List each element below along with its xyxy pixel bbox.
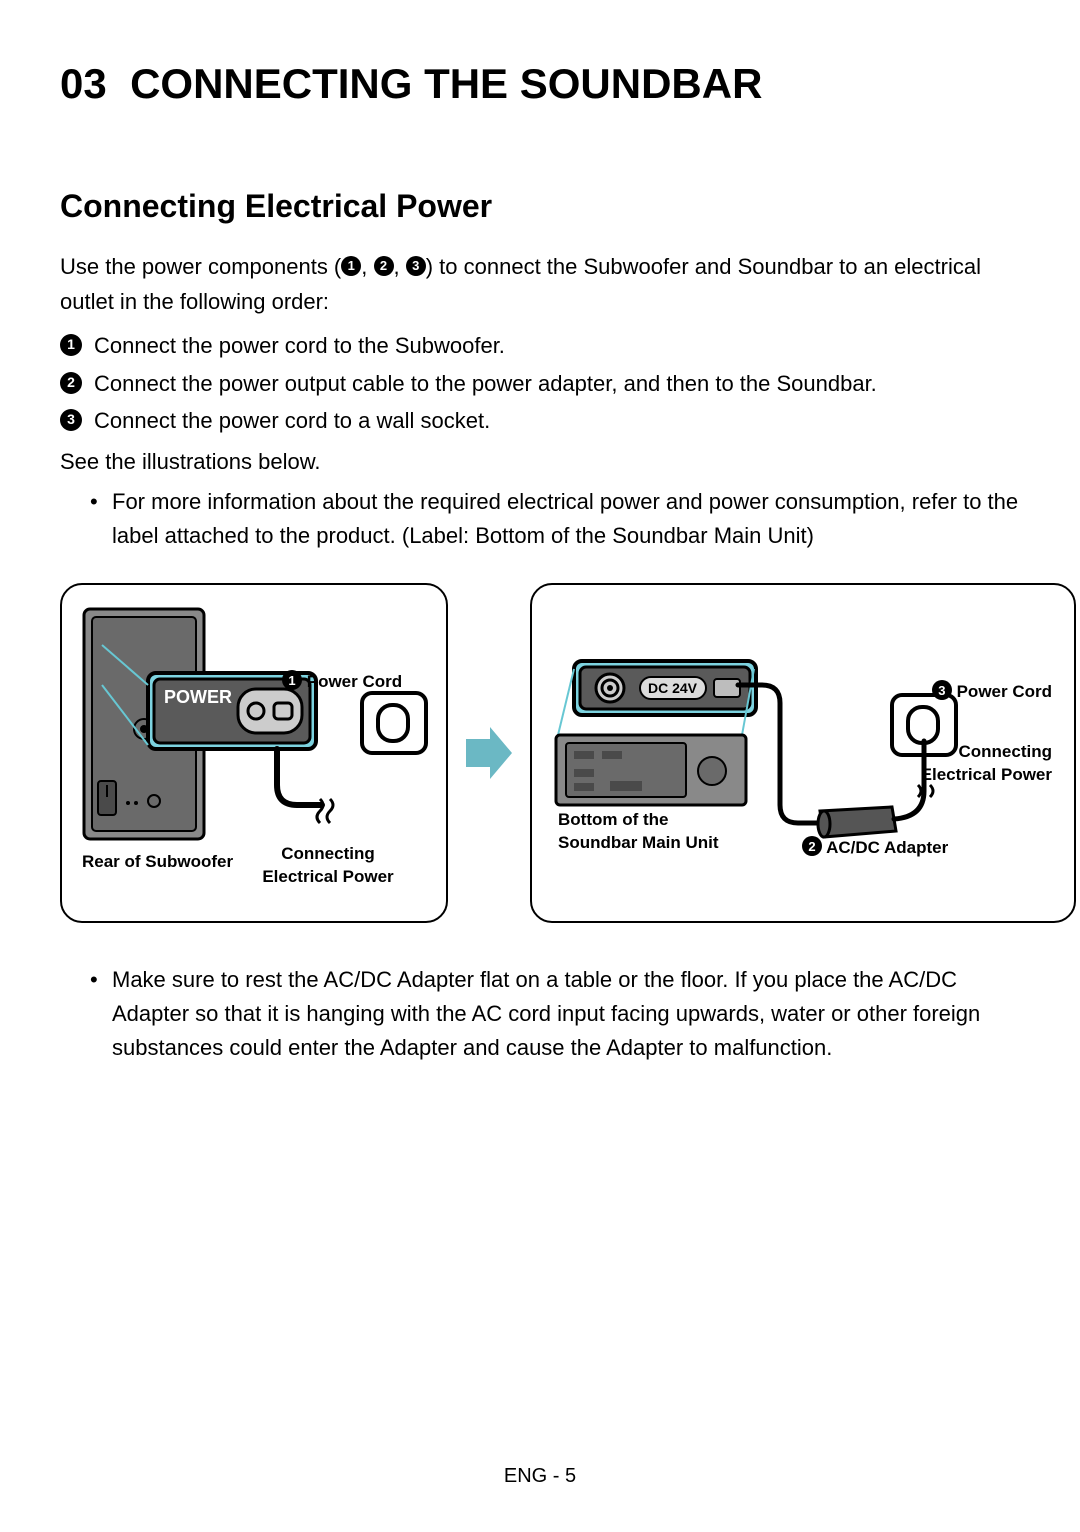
- badge-3-icon: 3: [406, 256, 426, 276]
- callout-1-text: Power Cord: [307, 672, 402, 691]
- badge-2-icon: 2: [802, 836, 822, 856]
- chapter-number: 03: [60, 60, 107, 107]
- steps-list: 1 Connect the power cord to the Subwoofe…: [60, 327, 1020, 439]
- step-item: 1 Connect the power cord to the Subwoofe…: [60, 327, 1020, 364]
- step-item: 2 Connect the power output cable to the …: [60, 365, 1020, 402]
- svg-text:POWER: POWER: [164, 687, 232, 707]
- diagram-panel-subwoofer: POWER 1 Power Cord Rear of Subwoofer Con…: [60, 583, 448, 923]
- connecting-power-label-right: Connecting Electrical Power: [892, 741, 1052, 787]
- step-badge-icon: 2: [60, 372, 82, 394]
- intro-paragraph: Use the power components (1, 2, 3) to co…: [60, 249, 1020, 319]
- step-item: 3 Connect the power cord to a wall socke…: [60, 402, 1020, 439]
- callout-3-text: Power Cord: [957, 682, 1052, 701]
- callout-2-text: AC/DC Adapter: [826, 838, 948, 857]
- step-text: Connect the power cord to the Subwoofer.: [94, 327, 505, 364]
- info-bullet-item: For more information about the required …: [90, 485, 1020, 553]
- chapter-title-text: CONNECTING THE SOUNDBAR: [130, 60, 762, 107]
- chapter-title: 03 CONNECTING THE SOUNDBAR: [60, 60, 1020, 108]
- diagram-row: POWER 1 Power Cord Rear of Subwoofer Con…: [60, 583, 1020, 923]
- diagram-panel-soundbar: DC 24V: [530, 583, 1076, 923]
- callout-1: 1 Power Cord: [282, 671, 402, 694]
- section-title: Connecting Electrical Power: [60, 188, 1020, 225]
- arrow-right-icon: [466, 723, 512, 783]
- see-illustrations-text: See the illustrations below.: [60, 444, 1020, 479]
- callout-2: 2 AC/DC Adapter: [802, 837, 948, 860]
- step-badge-icon: 3: [60, 409, 82, 431]
- caution-bullet-item: Make sure to rest the AC/DC Adapter flat…: [90, 963, 1020, 1065]
- step-text: Connect the power output cable to the po…: [94, 365, 877, 402]
- svg-text:DC 24V: DC 24V: [648, 680, 698, 696]
- badge-3-icon: 3: [932, 680, 952, 700]
- page-footer: ENG - 5: [0, 1465, 1080, 1488]
- badge-1-icon: 1: [282, 670, 302, 690]
- step-badge-icon: 1: [60, 334, 82, 356]
- callout-3: 3 Power Cord: [932, 681, 1052, 704]
- caution-bullet-list: Make sure to rest the AC/DC Adapter flat…: [60, 963, 1020, 1065]
- badge-1-icon: 1: [341, 256, 361, 276]
- step-text: Connect the power cord to a wall socket.: [94, 402, 490, 439]
- badge-2-icon: 2: [374, 256, 394, 276]
- rear-subwoofer-label: Rear of Subwoofer: [82, 851, 233, 874]
- bottom-soundbar-label: Bottom of the Soundbar Main Unit: [558, 809, 748, 855]
- info-bullet-list: For more information about the required …: [60, 485, 1020, 553]
- connecting-power-label-left: Connecting Electrical Power: [248, 843, 408, 889]
